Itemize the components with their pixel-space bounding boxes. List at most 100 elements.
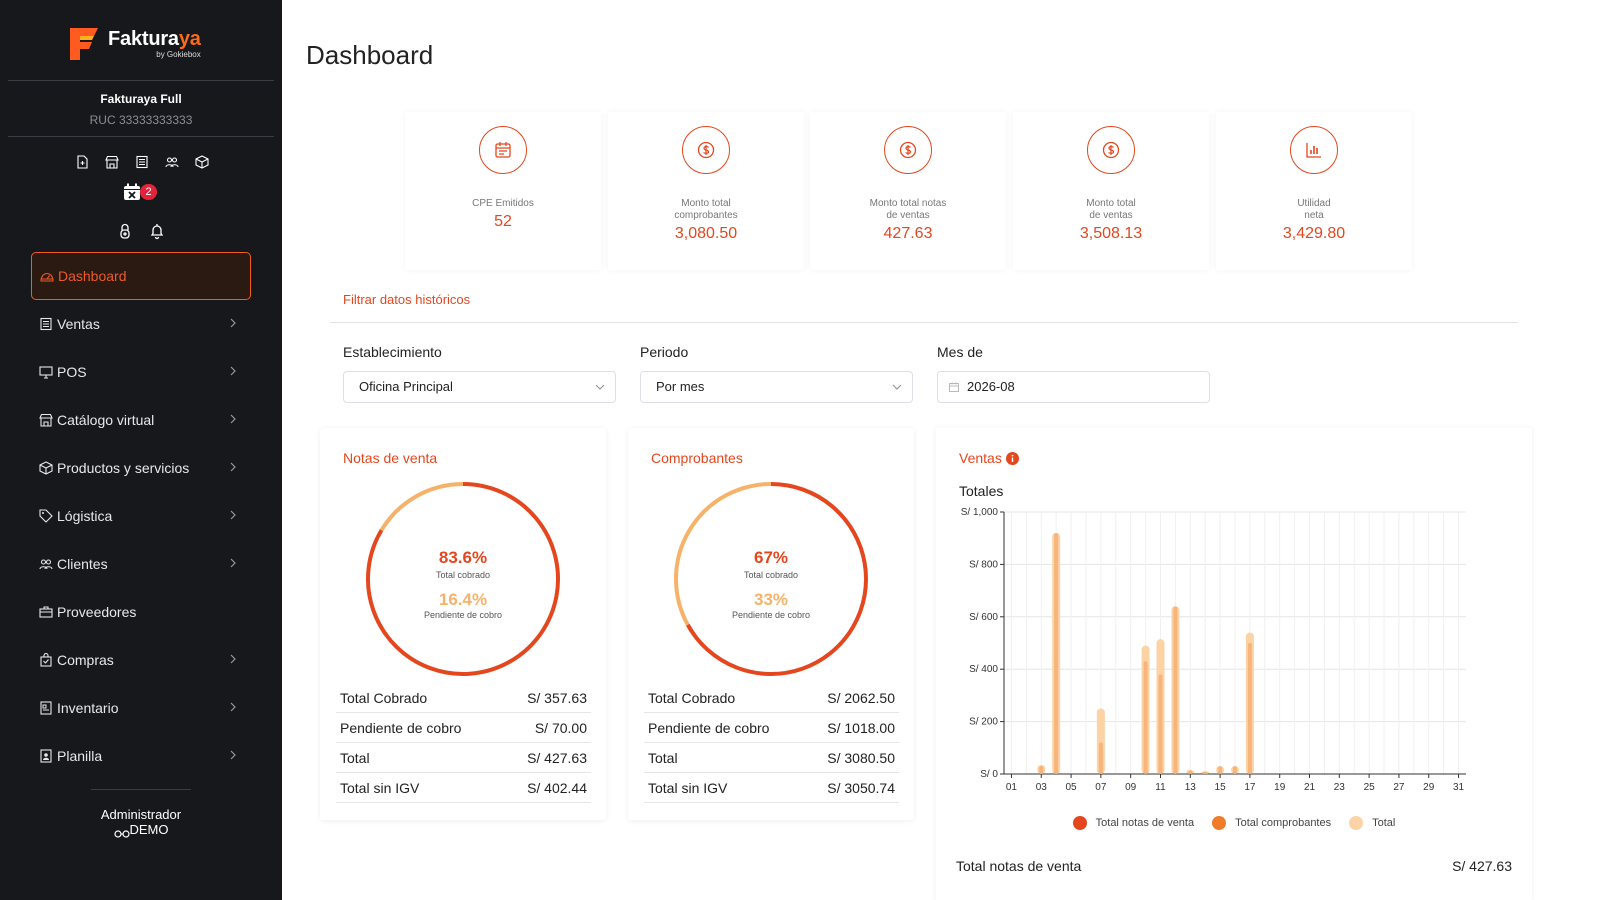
bar[interactable] xyxy=(1173,606,1178,774)
stat-card: CPE Emitidos 52 xyxy=(405,112,601,270)
notas-cobrado-pct: 83.6% xyxy=(438,548,488,567)
bar[interactable] xyxy=(1216,766,1225,774)
bar[interactable] xyxy=(1158,674,1163,774)
row-value: S/ 357.63 xyxy=(527,689,587,706)
pendiente-arc xyxy=(379,482,463,532)
bar[interactable] xyxy=(1143,661,1148,774)
sidebar-item-label: Clientes xyxy=(57,556,108,572)
notas-donut xyxy=(366,482,560,676)
filter-title: Filtrar datos históricos xyxy=(343,292,471,307)
company-name: Fakturaya Full xyxy=(100,92,182,106)
box-icon[interactable] xyxy=(194,154,210,170)
bar[interactable] xyxy=(1171,606,1180,774)
row-value: S/ 427.63 xyxy=(527,749,587,766)
lock-icon[interactable] xyxy=(116,222,134,240)
bar[interactable] xyxy=(1039,766,1044,774)
sidebar-item-planilla[interactable]: Planilla xyxy=(31,732,251,780)
table-row: Total sin IGV S/ 3050.74 xyxy=(644,773,899,803)
notas-title: Notas de venta xyxy=(343,450,438,466)
row-label: Pendiente de cobro xyxy=(340,719,462,736)
mes-label: Mes de xyxy=(937,344,983,360)
legend-label: Total comprobantes xyxy=(1235,817,1332,829)
sidebar-item-ventas[interactable]: Ventas xyxy=(31,300,251,348)
bar[interactable] xyxy=(1247,643,1252,774)
bar[interactable] xyxy=(1141,645,1150,774)
bell-icon[interactable] xyxy=(148,222,166,240)
x-tick-label: 31 xyxy=(1453,782,1465,793)
bar[interactable] xyxy=(1231,766,1239,774)
sidebar-item-proveedores[interactable]: Proveedores xyxy=(31,588,251,636)
row-value: S/ 3080.50 xyxy=(827,749,895,766)
y-tick-label: S/ 400 xyxy=(969,664,998,675)
comprobantes-cobrado-label: Total cobrado xyxy=(743,570,799,580)
sidebar-item-catalogo-virtual[interactable]: Catálogo virtual xyxy=(31,396,251,444)
user-info[interactable]: Administrador DEMO xyxy=(0,807,282,838)
sidebar-item-compras[interactable]: Compras xyxy=(31,636,251,684)
x-tick-label: 09 xyxy=(1125,782,1137,793)
sidebar-item-inventario[interactable]: Inventario xyxy=(31,684,251,732)
monitor-icon xyxy=(39,365,53,379)
sidebar-item-label: Inventario xyxy=(57,700,119,716)
y-tick-label: S/ 200 xyxy=(969,717,998,728)
x-tick-label: 15 xyxy=(1215,782,1227,793)
bar[interactable] xyxy=(1096,708,1105,775)
bar[interactable] xyxy=(1156,639,1165,774)
bar[interactable] xyxy=(1037,764,1046,774)
brand-name-b: ya xyxy=(178,28,201,50)
row-label: Total xyxy=(648,749,678,766)
periodo-select[interactable]: Por mes xyxy=(640,371,913,403)
legend-item[interactable]: Total comprobantes xyxy=(1212,816,1331,830)
bar[interactable] xyxy=(1245,632,1254,774)
main-menu: Dashboard Ventas POS Catálogo virtual Produc… xyxy=(31,252,251,780)
legend-item[interactable]: Total xyxy=(1349,816,1395,830)
sidebar-item-label: Ventas xyxy=(57,316,100,332)
store-icon[interactable] xyxy=(104,154,120,170)
legend-item[interactable]: Total notas de venta xyxy=(1072,816,1194,830)
users-icon xyxy=(39,557,53,571)
x-tick-label: 01 xyxy=(1006,782,1018,793)
row-label: Pendiente de cobro xyxy=(648,719,770,736)
bar[interactable] xyxy=(1054,532,1059,774)
mes-input[interactable]: 2026-08 xyxy=(937,371,1210,403)
chevron-down-icon xyxy=(595,384,605,390)
stat-value: 3,429.80 xyxy=(1282,225,1346,242)
chevron-right-icon xyxy=(230,366,236,376)
info-icon[interactable] xyxy=(1005,451,1019,465)
cobrado-arc xyxy=(366,482,560,676)
sidebar-item-dashboard[interactable]: Dashboard xyxy=(31,252,251,300)
new-document-icon[interactable] xyxy=(74,154,90,170)
receipt-icon[interactable] xyxy=(134,154,150,170)
row-label: Total xyxy=(340,749,370,766)
bar[interactable] xyxy=(1186,770,1195,774)
bar[interactable] xyxy=(1201,771,1210,774)
row-label: Total sin IGV xyxy=(648,779,728,796)
x-tick-label: 29 xyxy=(1423,782,1435,793)
establecimiento-select[interactable]: Oficina Principal xyxy=(343,371,616,403)
calendar-icon xyxy=(949,382,959,392)
table-row: Total Cobrado S/ 2062.50 xyxy=(644,683,899,713)
bar[interactable] xyxy=(1233,766,1237,774)
calendar-close-icon[interactable] xyxy=(123,183,141,201)
ventas-title-row: Ventas xyxy=(959,450,1019,466)
stat-label: Monto total comprobantes xyxy=(674,198,738,221)
bar[interactable] xyxy=(1098,742,1103,774)
brand-logo[interactable]: Fakturaya by Gokiebox xyxy=(66,24,201,64)
y-tick-label: S/ 1,000 xyxy=(961,507,999,518)
sidebar-item-label: Lógistica xyxy=(57,508,113,524)
bar[interactable] xyxy=(1188,770,1193,774)
users-icon[interactable] xyxy=(164,154,180,170)
comprobantes-title: Comprobantes xyxy=(651,450,743,466)
sidebar-item-label: Proveedores xyxy=(57,604,137,620)
sidebar-item-pos[interactable]: POS xyxy=(31,348,251,396)
bottom-label: Total notas de venta xyxy=(956,858,1082,874)
x-tick-label: 17 xyxy=(1244,782,1256,793)
sidebar-item-logistica[interactable]: Lógistica xyxy=(31,492,251,540)
sidebar-item-clientes[interactable]: Clientes xyxy=(31,540,251,588)
bar[interactable] xyxy=(1052,532,1061,774)
bar[interactable] xyxy=(1218,766,1223,774)
sidebar-item-productos-y-servicios[interactable]: Productos y servicios xyxy=(31,444,251,492)
bar[interactable] xyxy=(1203,771,1208,774)
notas-pendiente-pct: 16.4% xyxy=(438,590,488,609)
quick-actions xyxy=(74,154,210,170)
comprobantes-summary: Total Cobrado S/ 2062.50 Pendiente de cobr… xyxy=(644,683,899,803)
